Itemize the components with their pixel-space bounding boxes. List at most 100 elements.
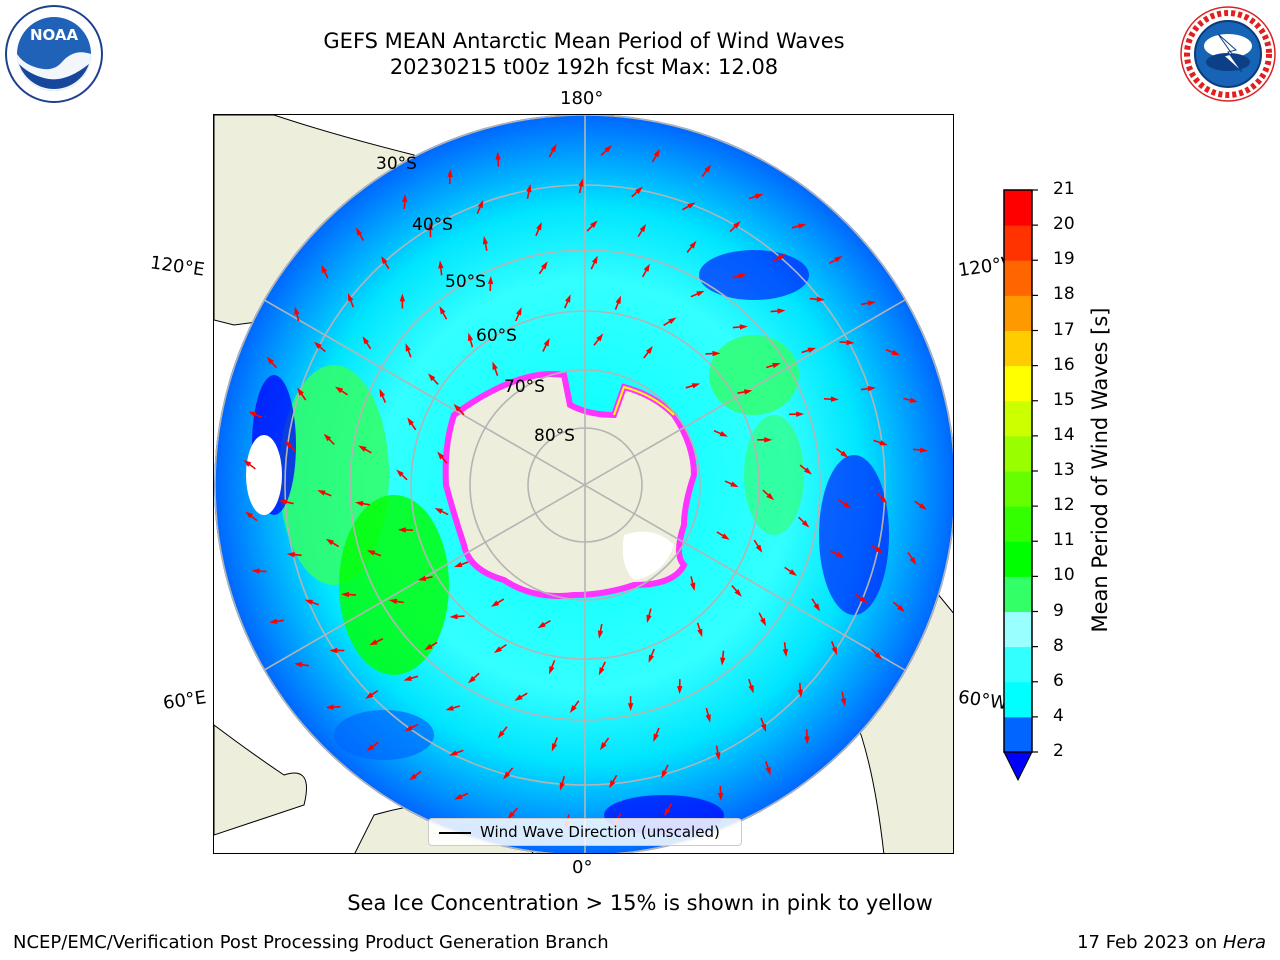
wave-direction-arrowhead xyxy=(550,143,557,153)
wave-direction-arrowhead xyxy=(842,501,852,509)
lat-label-60s: 60°S xyxy=(476,326,517,346)
wave-direction-arrowhead xyxy=(578,178,584,187)
colorbar-segment xyxy=(1004,330,1032,367)
wave-direction-arrowhead xyxy=(407,417,415,426)
wave-direction-arrowhead xyxy=(661,770,668,779)
wave-direction-arrowhead xyxy=(840,450,849,458)
wave-direction-arrowhead xyxy=(503,771,511,780)
wave-direction-arrowhead xyxy=(294,662,303,668)
wave-direction-arrowhead xyxy=(549,665,555,675)
wave-direction-arrowhead xyxy=(909,556,917,565)
wave-direction-arrowhead xyxy=(447,169,453,178)
wave-direction-arrowhead xyxy=(807,347,816,353)
wave-direction-arrowhead xyxy=(664,808,671,817)
wave-direction-arrowhead xyxy=(748,684,754,694)
wave-direction-arrowhead xyxy=(645,345,653,354)
wave-direction-arrowhead xyxy=(697,628,703,638)
wave-direction-arrowhead xyxy=(388,598,398,605)
wave-direction-arrowhead xyxy=(405,343,411,352)
lon-label-0: 0° xyxy=(572,857,593,878)
colorbar-segment xyxy=(1004,541,1032,577)
wave-direction-arrowhead xyxy=(668,317,677,324)
wave-direction-arrowhead xyxy=(840,698,847,707)
wave-direction-arrowhead xyxy=(772,362,781,369)
lat-label-40s: 40°S xyxy=(412,215,453,235)
wave-direction-arrowhead xyxy=(797,223,807,229)
wave-direction-arrowhead xyxy=(696,290,705,297)
colorbar-segment xyxy=(1004,295,1032,331)
wave-direction-arrowhead xyxy=(646,614,652,624)
colorbar-tick-label: 21 xyxy=(1053,179,1075,199)
colorbar-segment xyxy=(1004,646,1032,683)
wave-direction-arrowhead xyxy=(541,261,548,270)
noaa-logo-text: NOAA xyxy=(30,26,79,44)
lat-label-50s: 50°S xyxy=(445,272,486,292)
colorbar-tick-label: 6 xyxy=(1053,670,1064,691)
colorbar-tick-label: 4 xyxy=(1053,705,1064,726)
wave-direction-arrowhead xyxy=(715,752,721,761)
wave-direction-arrowhead xyxy=(434,507,444,514)
colorbar-segment xyxy=(1004,681,1032,718)
lat-label-30s: 30°S xyxy=(376,154,417,174)
lon-label-120e: 120°E xyxy=(148,252,206,281)
colorbar-segment xyxy=(1004,225,1032,261)
wave-direction-arrowhead xyxy=(439,306,446,315)
colorbar-tick-label: 20 xyxy=(1053,214,1075,235)
wave-direction-arrowhead xyxy=(251,568,260,574)
wave-direction-arrowhead xyxy=(325,538,334,546)
lon-label-60e: 60°E xyxy=(161,687,208,714)
wave-direction-arrowhead xyxy=(764,437,773,443)
wave-direction-arrowhead xyxy=(835,551,844,558)
wave-direction-arrowhead xyxy=(321,264,328,274)
wave-direction-arrowhead xyxy=(760,723,767,733)
wave-direction-arrowhead xyxy=(705,714,711,723)
wave-direction-arrowhead xyxy=(341,591,350,598)
wave-direction-arrowhead xyxy=(559,782,565,791)
wind-wave-arrows xyxy=(243,143,929,830)
wave-direction-arrowhead xyxy=(834,255,843,263)
wave-direction-arrowhead xyxy=(604,145,612,153)
wave-direction-arrowhead xyxy=(424,643,433,651)
wave-direction-arrowhead xyxy=(743,389,753,395)
colorbar-segment xyxy=(1004,576,1032,612)
wave-direction-arrowhead xyxy=(482,236,489,245)
wave-direction-arrowhead xyxy=(325,704,334,710)
colorbar-segment xyxy=(1004,260,1032,296)
wave-direction-arrowhead xyxy=(691,383,701,389)
wave-direction-arrowhead xyxy=(347,293,354,302)
wave-direction-arrowhead xyxy=(760,617,767,627)
wave-direction-arrowhead xyxy=(437,451,445,460)
footer-date: 17 Feb 2023 on Hera xyxy=(1077,932,1266,953)
ice-shelf xyxy=(622,531,674,580)
wave-direction-arrowhead xyxy=(788,569,798,576)
wave-direction-arrowhead xyxy=(599,742,607,751)
wave-direction-arrowhead xyxy=(730,481,739,488)
wave-direction-arrowhead xyxy=(635,186,643,195)
wave-direction-arrowhead xyxy=(598,667,605,676)
wave-direction-arrowhead xyxy=(796,411,805,417)
legend-line xyxy=(439,832,471,834)
wave-direction-arrowhead xyxy=(615,295,621,305)
wave-direction-arrowhead xyxy=(329,647,338,654)
wave-direction-arrowhead xyxy=(490,600,500,607)
wave-direction-arrowhead xyxy=(492,361,498,370)
wave-direction-arrowhead xyxy=(719,431,728,437)
wave-direction-arrowhead xyxy=(468,676,476,684)
wave-direction-arrowhead xyxy=(317,490,326,496)
wave-direction-arrowhead xyxy=(859,596,868,604)
wave-direction-arrowhead xyxy=(453,561,463,568)
wave-direction-arrowhead xyxy=(248,411,257,418)
wave-direction-arrowhead xyxy=(919,447,929,453)
wave-direction-arrowhead xyxy=(497,730,505,739)
wave-direction-arrowhead xyxy=(284,440,293,448)
wave-direction-arrowhead xyxy=(897,604,905,613)
wave-direction-arrowhead xyxy=(867,385,876,392)
colorbar-tick-label: 12 xyxy=(1053,495,1075,516)
colorbar-under-arrow xyxy=(1003,751,1033,782)
wave-direction-arrowhead xyxy=(366,550,376,556)
colorbar-segment xyxy=(1004,435,1032,472)
wave-direction-arrowhead xyxy=(596,333,604,342)
wave-direction-arrowhead xyxy=(427,222,434,231)
lon-label-180: 180° xyxy=(560,88,604,109)
wave-direction-arrowhead xyxy=(323,433,332,442)
